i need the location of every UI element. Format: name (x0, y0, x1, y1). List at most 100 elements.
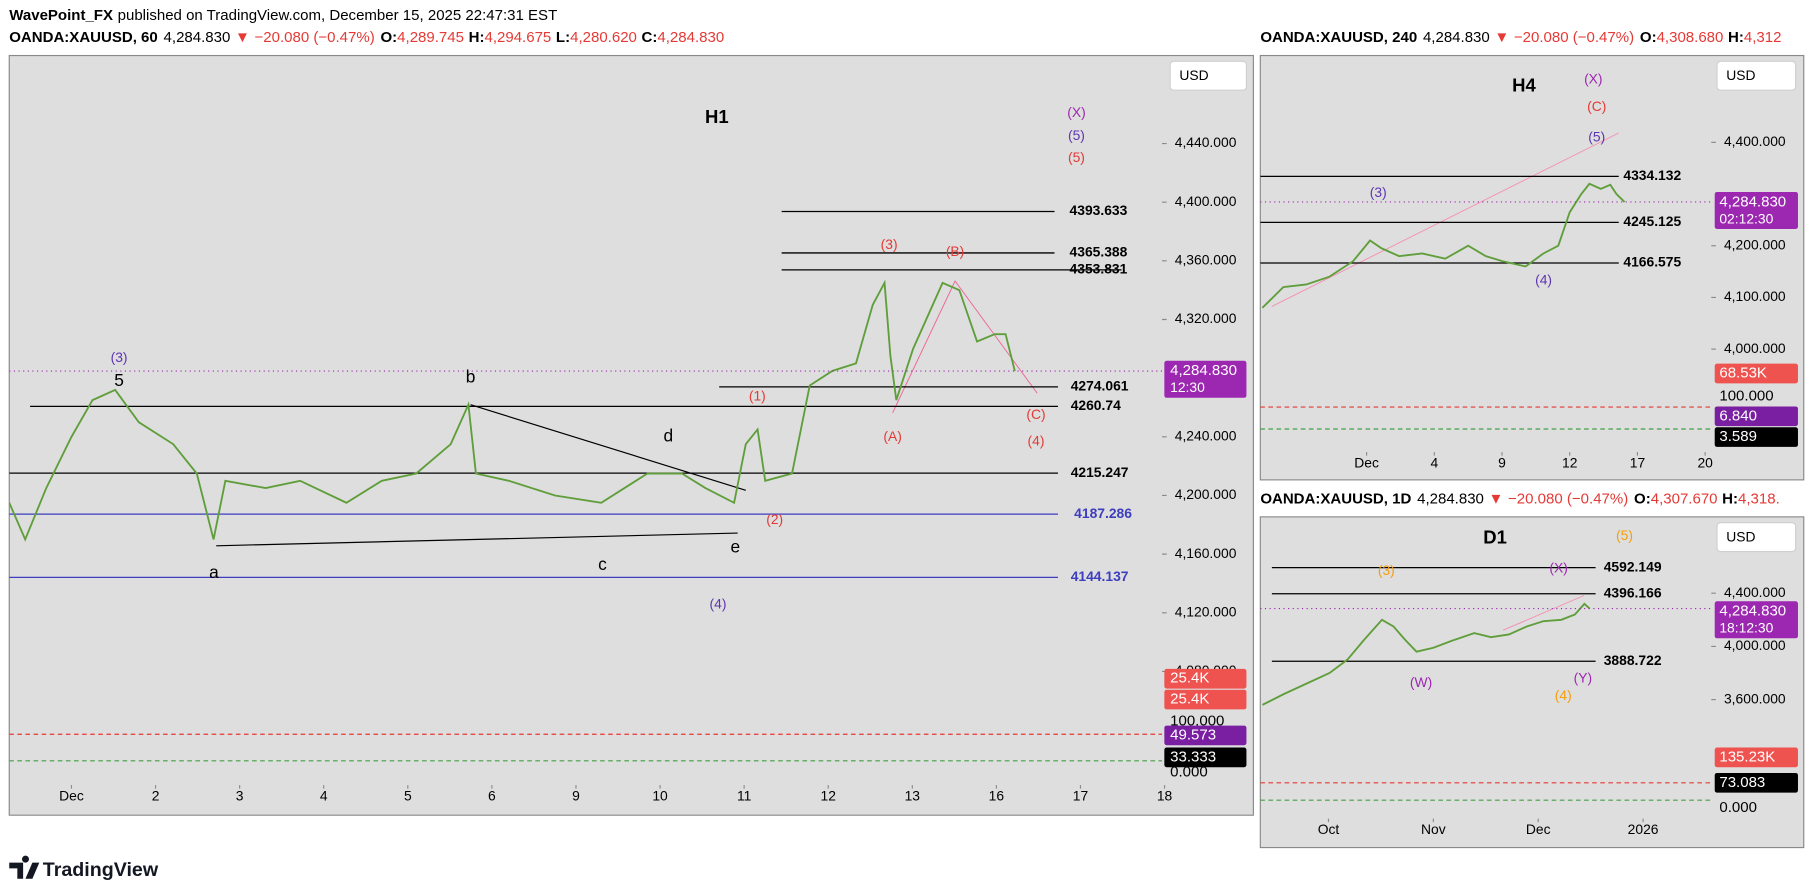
wave-label: (C) (1026, 406, 1045, 422)
side-label: 3.589 (1719, 428, 1757, 445)
wave-path (892, 280, 1038, 414)
side-label: 25.4K (1170, 691, 1209, 708)
ohlc-key: H: (1722, 491, 1738, 508)
headers: OANDA:XAUUSD, 60 4,284.830 ▼ −20.080 (−0.47… (9, 29, 1781, 507)
wave-label: (B) (946, 243, 964, 259)
side-label: 33.333 (1170, 748, 1216, 765)
currency: USD (1179, 67, 1208, 83)
x-tick-label: 20 (1697, 454, 1713, 470)
side-label: 0.000 (1719, 799, 1757, 816)
last-price: 4,284.830 (1417, 491, 1484, 508)
trendline (216, 532, 738, 547)
side-label: 25.4K (1170, 670, 1209, 687)
y-tick-label: 4,100.000 (1724, 288, 1786, 304)
panel-0: H1 USD 4,440.000 4,400.000 4,360.000 4,320.00… (9, 60, 1248, 803)
x-tick-label: Oct (1318, 821, 1340, 837)
level-label: 4187.286 (1074, 505, 1132, 521)
wave-label: (1) (749, 387, 766, 403)
quote-line: OANDA:XAUUSD, 240 4,284.830 ▼ −20.080 (−0.4… (1260, 29, 1781, 46)
side-label: 100.000 (1170, 713, 1224, 730)
x-tick-label: 4 (1430, 454, 1438, 470)
y-tick-label: 4,400.000 (1724, 133, 1786, 149)
ohlc-key: O: (1634, 491, 1651, 508)
wave-label: (4) (1028, 432, 1045, 448)
y-tick-label: 4,240.000 (1175, 427, 1237, 443)
currency: USD (1726, 528, 1755, 544)
level-label: 4274.061 (1071, 378, 1129, 394)
currency: USD (1726, 67, 1755, 83)
x-tick-label: 17 (1630, 454, 1646, 470)
change-arrow: ▼ (235, 29, 250, 46)
x-tick-label: 18 (1157, 787, 1173, 803)
wave-label: (4) (710, 595, 727, 611)
y-tick-label: 4,400.000 (1724, 584, 1786, 600)
wave-label: (W) (1410, 674, 1432, 690)
wave-label: (5) (1068, 149, 1085, 165)
side-label-box (1714, 601, 1798, 639)
publish-line: WavePoint_FX published on TradingView.com… (9, 7, 557, 24)
chart-title: D1 (1483, 527, 1507, 548)
ohlc-key: C: (642, 29, 658, 46)
ohlc-key: H: (469, 29, 485, 46)
level-label: 4166.575 (1623, 254, 1681, 270)
level-label: 4396.166 (1604, 584, 1662, 600)
side-label-sub: 12:30 (1170, 379, 1205, 395)
logo-text: TradingView (43, 859, 159, 881)
ohlc-value: 4,284.830 (657, 29, 724, 46)
ohlc-value: 4,280.620 (570, 29, 637, 46)
chart-title: H1 (705, 106, 729, 127)
wave-label: (4) (1535, 272, 1552, 288)
wave-label: (A) (883, 428, 901, 444)
wave-label: (5) (1588, 128, 1605, 144)
price-line (9, 279, 1016, 542)
level-label: 4260.74 (1071, 397, 1121, 413)
chart-title: H4 (1512, 75, 1536, 96)
wave-label: e (731, 537, 741, 557)
side-label: 135.23K (1719, 748, 1775, 765)
change: −20.080 (−0.47%) (1514, 29, 1634, 46)
h1-panel (8, 54, 1254, 816)
x-tick-label: Nov (1421, 821, 1446, 837)
x-tick-label: 12 (821, 787, 837, 803)
wave-label: (2) (766, 511, 783, 527)
ohlc-value: 4,312 (1744, 29, 1782, 46)
wave-path (1502, 595, 1585, 631)
side-label-box (1164, 725, 1247, 746)
x-tick-label: 17 (1073, 787, 1089, 803)
ohlc-value: 4,308.680 (1657, 29, 1724, 46)
y-tick-label: 3,600.000 (1724, 690, 1786, 706)
ohlc-key: H: (1728, 29, 1744, 46)
symbol: OANDA:XAUUSD, 240 (1260, 29, 1417, 46)
level-label: 4245.125 (1623, 213, 1681, 229)
price-line (1261, 182, 1626, 309)
x-tick-label: 6 (488, 787, 496, 803)
side-label: 49.573 (1170, 726, 1216, 743)
side-label-box (1164, 747, 1247, 768)
y-tick-label: 4,440.000 (1175, 134, 1237, 150)
ohlc-key: L: (556, 29, 570, 46)
wave-label: b (466, 367, 476, 387)
change-arrow: ▼ (1494, 29, 1509, 46)
x-tick-label: 12 (1562, 454, 1578, 470)
ohlc-key: O: (380, 29, 397, 46)
h4-panel (1259, 54, 1805, 481)
quote-line: OANDA:XAUUSD, 60 4,284.830 ▼ −20.080 (−0.47… (9, 29, 724, 46)
side-label: 4,284.830 (1170, 362, 1237, 379)
symbol: OANDA:XAUUSD, 60 (9, 29, 158, 46)
side-label-box (1714, 191, 1798, 229)
x-tick-label: 2026 (1628, 821, 1659, 837)
wave-label: 5 (114, 370, 124, 390)
published: published on TradingView.com, December 1… (118, 7, 558, 24)
panel-2: D1 USD 4,400.000 4,000.000 3,600.000 Oct Nov De… (1260, 522, 1798, 837)
x-tick-label: Dec (1526, 821, 1551, 837)
side-label: 100.000 (1719, 388, 1773, 405)
y-tick-label: 4,160.000 (1175, 545, 1237, 561)
wave-label: (5) (1068, 127, 1085, 143)
side-label: 4,284.830 (1719, 603, 1786, 620)
side-label: 73.083 (1719, 774, 1765, 791)
wave-label: (4) (1555, 687, 1572, 703)
ohlc-value: 4,318. (1738, 491, 1780, 508)
last-price: 4,284.830 (1423, 29, 1490, 46)
